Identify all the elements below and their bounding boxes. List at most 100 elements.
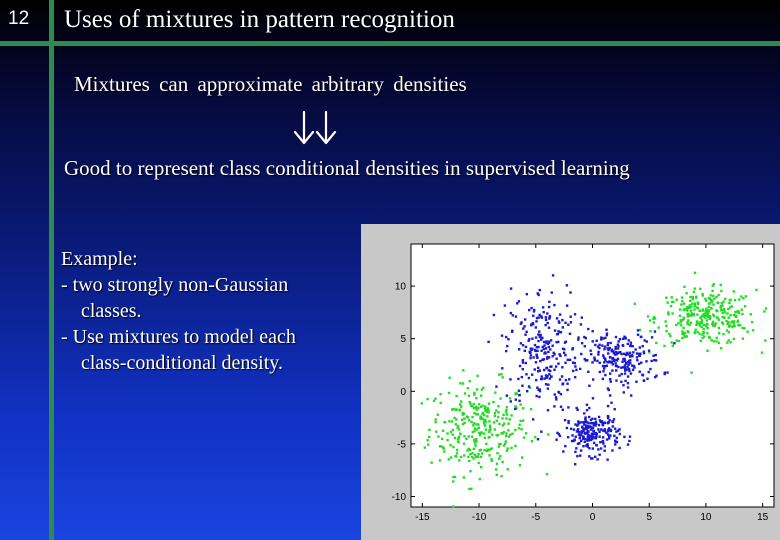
blue-data-point [617, 340, 620, 343]
blue-data-point [514, 315, 518, 318]
green-data-point [426, 397, 429, 401]
green-data-point [738, 298, 741, 301]
blue-data-point [553, 405, 556, 408]
blue-data-point [537, 333, 540, 336]
green-data-point [691, 295, 694, 299]
blue-data-point [607, 388, 610, 392]
green-data-point [505, 408, 508, 412]
blue-data-point [538, 335, 541, 338]
blue-data-point [584, 420, 588, 424]
green-data-point [457, 437, 460, 440]
blue-data-point [546, 321, 549, 325]
green-data-point [471, 415, 474, 419]
blue-data-point [532, 356, 535, 359]
blue-data-point [540, 375, 543, 378]
blue-data-point [578, 433, 581, 437]
green-data-point [683, 335, 687, 338]
green-data-point [686, 321, 689, 324]
green-data-point [502, 413, 505, 417]
accent-bar-horizontal [0, 41, 780, 46]
green-data-point [471, 404, 474, 408]
blue-data-point [521, 358, 525, 362]
blue-data-point [561, 366, 564, 369]
green-data-point [712, 340, 716, 343]
green-data-point [706, 313, 709, 316]
blue-data-point [579, 449, 583, 452]
blue-data-point [653, 330, 657, 333]
green-data-point [484, 428, 488, 431]
blue-data-point [538, 388, 541, 391]
green-data-point [683, 285, 686, 289]
blue-data-point [542, 340, 546, 344]
blue-data-point [546, 409, 550, 412]
blue-data-point [585, 428, 589, 431]
green-data-point [475, 413, 478, 416]
blue-data-point [614, 362, 617, 365]
green-data-point [667, 311, 670, 314]
blue-data-point [540, 349, 543, 352]
green-data-point [648, 319, 652, 322]
green-data-point [693, 287, 697, 290]
green-data-point [693, 303, 697, 307]
blue-data-point [523, 318, 527, 321]
green-data-point [482, 422, 486, 425]
blue-data-point [567, 421, 570, 425]
green-data-point [474, 455, 478, 459]
blue-data-point [653, 358, 656, 362]
blue-data-point [559, 405, 563, 408]
blue-data-point [629, 344, 632, 348]
blue-data-point [613, 358, 616, 361]
green-data-point [742, 297, 745, 300]
blue-data-point [628, 435, 632, 438]
blue-data-point [614, 364, 618, 368]
blue-data-point [524, 361, 527, 365]
blue-data-point [594, 343, 597, 347]
blue-data-point [584, 336, 588, 340]
blue-data-point [583, 412, 586, 415]
blue-data-point [569, 291, 572, 294]
blue-data-point [525, 389, 529, 393]
green-data-point [719, 347, 723, 350]
blue-data-point [568, 358, 572, 362]
blue-data-point [608, 372, 612, 375]
blue-data-point [581, 426, 584, 429]
green-data-point [695, 320, 699, 323]
blue-data-point [589, 438, 592, 442]
green-data-point [750, 320, 754, 324]
green-data-point [680, 296, 684, 299]
blue-data-point [620, 366, 623, 369]
green-data-point [480, 388, 484, 391]
green-data-point [448, 420, 451, 423]
blue-data-point [542, 358, 546, 361]
green-data-point [677, 322, 680, 325]
blue-data-point [601, 436, 605, 439]
blue-data-point [590, 432, 594, 435]
blue-data-point [591, 330, 594, 333]
blue-data-point [606, 421, 610, 425]
statement-line-2: Good to represent class conditional dens… [64, 156, 630, 180]
green-data-point [501, 424, 505, 427]
blue-data-point [603, 357, 607, 361]
green-data-point [711, 289, 714, 293]
green-data-point [652, 321, 655, 324]
green-data-point [671, 344, 674, 347]
blue-data-point [553, 303, 556, 307]
green-data-point [505, 406, 509, 409]
blue-data-point [534, 361, 538, 364]
blue-data-point [556, 431, 559, 435]
green-data-point [744, 295, 748, 298]
green-data-point [477, 426, 481, 429]
blue-data-point [618, 337, 622, 341]
green-data-point [505, 449, 509, 452]
green-data-point [727, 325, 731, 328]
green-data-point [519, 403, 522, 406]
green-data-point [487, 449, 491, 452]
blue-data-point [528, 308, 531, 312]
green-data-point [725, 319, 728, 323]
blue-data-point [623, 435, 626, 439]
green-data-point [468, 459, 471, 463]
green-data-point [504, 434, 508, 438]
blue-data-point [539, 333, 542, 337]
green-data-point [689, 321, 693, 324]
green-data-point [698, 309, 701, 312]
